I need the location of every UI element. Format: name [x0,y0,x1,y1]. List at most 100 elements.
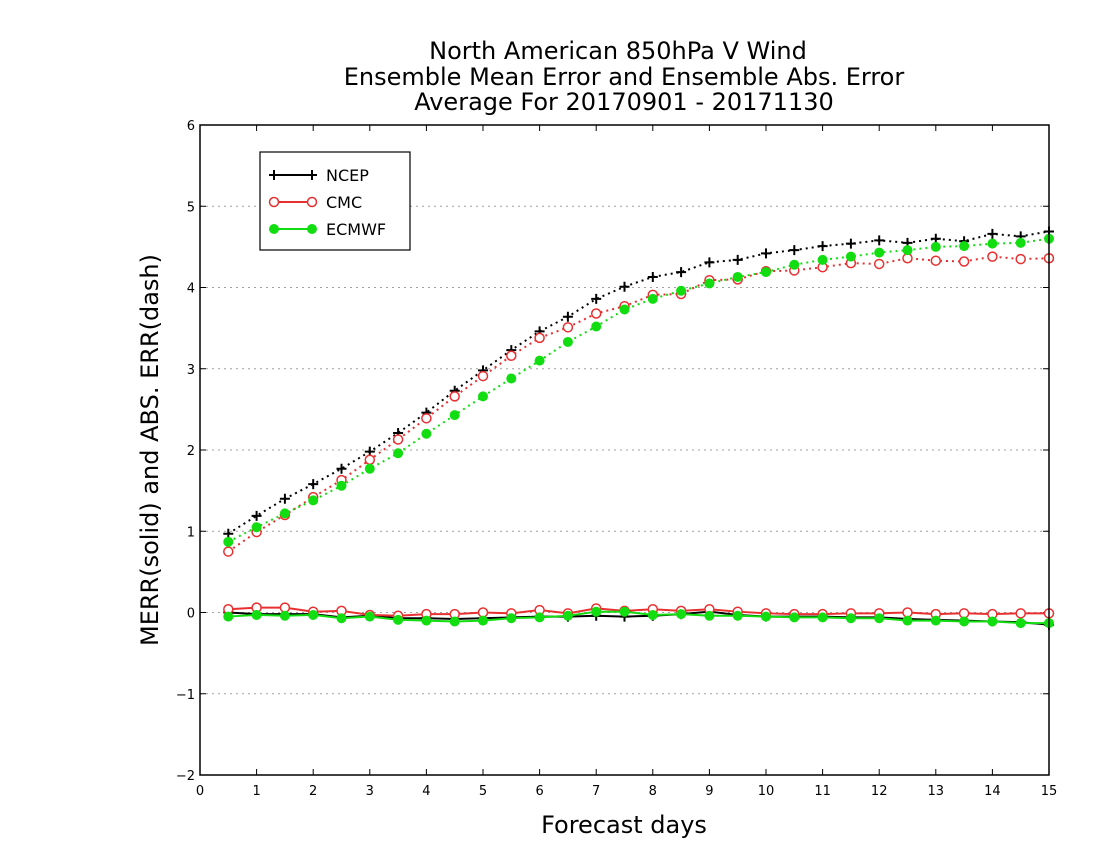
ncep-abs-err-point [987,228,998,239]
ecmwf-mean-err-point [845,613,856,624]
ncep-abs-err-point [676,267,687,278]
ecmwf-mean-err-point [817,612,828,623]
y-tick-label: 4 [187,282,195,297]
ecmwf-mean-err-point [930,615,941,626]
x-axis-label: Forecast days [541,811,707,839]
cmc-mean-err-point [1015,608,1026,619]
y-axis-label: MERR(solid) and ABS. ERR(dash) [136,254,164,646]
cmc-abs-err-point [1015,253,1026,265]
ncep-abs-err-point [817,241,828,252]
x-tick-label: 2 [309,784,317,799]
ncep-abs-err-point [308,479,319,490]
title-line-1: North American 850hPa V Wind [429,37,807,65]
ecmwf-mean-err-point [421,615,432,626]
x-tick-label: 3 [366,784,374,799]
ncep-abs-err-line [227,230,1050,535]
cmc-abs-err-line [227,255,1050,553]
x-tick-label: 0 [196,784,204,799]
x-tick-label: 9 [705,784,713,799]
cmc-abs-err-point [477,370,489,382]
ecmwf-abs-err-point [364,463,375,474]
ecmwf-abs-err-point [562,336,573,347]
ecmwf-mean-err-point [732,610,743,621]
ecmwf-abs-err-point [704,278,715,289]
ncep-abs-err-point [336,463,347,474]
ecmwf-mean-err-point [478,615,488,626]
y-tick-label: 0 [187,607,195,622]
ecmwf-abs-err-point [449,410,460,421]
x-tick-label: 7 [592,784,600,799]
legend-cmc-marker [268,196,280,208]
cmc-abs-err-point [534,332,545,344]
cmc-abs-err-point [364,454,376,465]
ecmwf-abs-err-point [421,428,432,439]
ecmwf-abs-err-point [987,238,998,249]
cmc-abs-err-point [958,256,970,267]
legend-ncep-marker [307,170,317,180]
cmc-abs-err-point [590,308,602,319]
ecmwf-mean-err-point [619,606,630,617]
title-line-3: Average For 20170901 - 20171130 [414,88,834,116]
cmc-abs-err-point [873,258,885,270]
ecmwf-abs-err-point [817,254,828,265]
ecmwf-mean-err-point [449,616,460,627]
x-tick-label: 4 [422,784,430,799]
ecmwf-abs-err-point [308,495,319,506]
y-tick-label: −2 [176,769,195,784]
ecmwf-mean-err-point [987,616,998,627]
legend-ecmwf-marker [307,224,317,234]
y-tick-label: 6 [187,119,195,134]
ecmwf-abs-err-point [619,304,630,315]
ncep-abs-err-point [647,271,658,282]
y-tick-label: 2 [187,444,195,459]
cmc-abs-err-point [562,322,574,333]
x-tick-label: 1 [252,784,260,799]
plot-series [223,226,1055,630]
y-tick-label: 5 [187,200,195,215]
y-tick-label: 3 [187,363,195,378]
legend: NCEP CMC ECMWF [259,151,411,251]
y-tick-label: −1 [176,688,195,703]
x-tick-label: 5 [479,784,487,799]
ecmwf-mean-err-point [647,609,658,620]
series-ecmwf [223,233,1054,629]
ecmwf-mean-err-point [761,611,771,622]
cmc-abs-err-point [449,391,460,402]
title-line-2: Ensemble Mean Error and Ensemble Abs. Er… [344,63,905,91]
ncep-abs-err-point [845,238,856,249]
cmc-abs-err-point [392,434,404,445]
ecmwf-mean-err-point [534,612,545,623]
ecmwf-abs-err-point [930,241,941,252]
ecmwf-mean-err-point [393,614,404,625]
x-tick-label: 12 [871,784,888,799]
ncep-abs-err-point [251,510,262,521]
ecmwf-mean-err-point [789,612,800,623]
cmc-abs-err-point [506,350,517,361]
x-tick-label: 13 [928,784,945,799]
x-tick-label: 11 [814,784,831,799]
cmc-abs-err-point [930,255,942,266]
series-cmc [223,251,1055,621]
ecmwf-mean-err-point [279,610,290,621]
ecmwf-mean-err-point [959,616,970,627]
ecmwf-abs-err-point [789,259,800,270]
ncep-abs-err-point [732,254,743,265]
ecmwf-mean-err-point [874,613,885,624]
x-tick-label: 10 [758,784,775,799]
plot-frame [199,124,1050,776]
ecmwf-mean-err-point [251,609,262,620]
ecmwf-abs-err-line [227,237,1050,543]
legend-ncep-marker [269,170,279,180]
ecmwf-abs-err-point [874,247,885,258]
ecmwf-abs-err-point [902,245,913,256]
ecmwf-abs-err-point [1015,237,1026,248]
ncep-abs-err-point [761,248,771,259]
legend-ecmwf-label: ECMWF [326,220,386,239]
ecmwf-abs-err-point [845,251,856,262]
ecmwf-mean-err-point [1015,618,1026,629]
ncep-abs-err-point [874,235,885,246]
ecmwf-mean-err-point [704,610,715,621]
ncep-abs-err-point [789,245,800,256]
ncep-abs-err-point [704,257,715,268]
